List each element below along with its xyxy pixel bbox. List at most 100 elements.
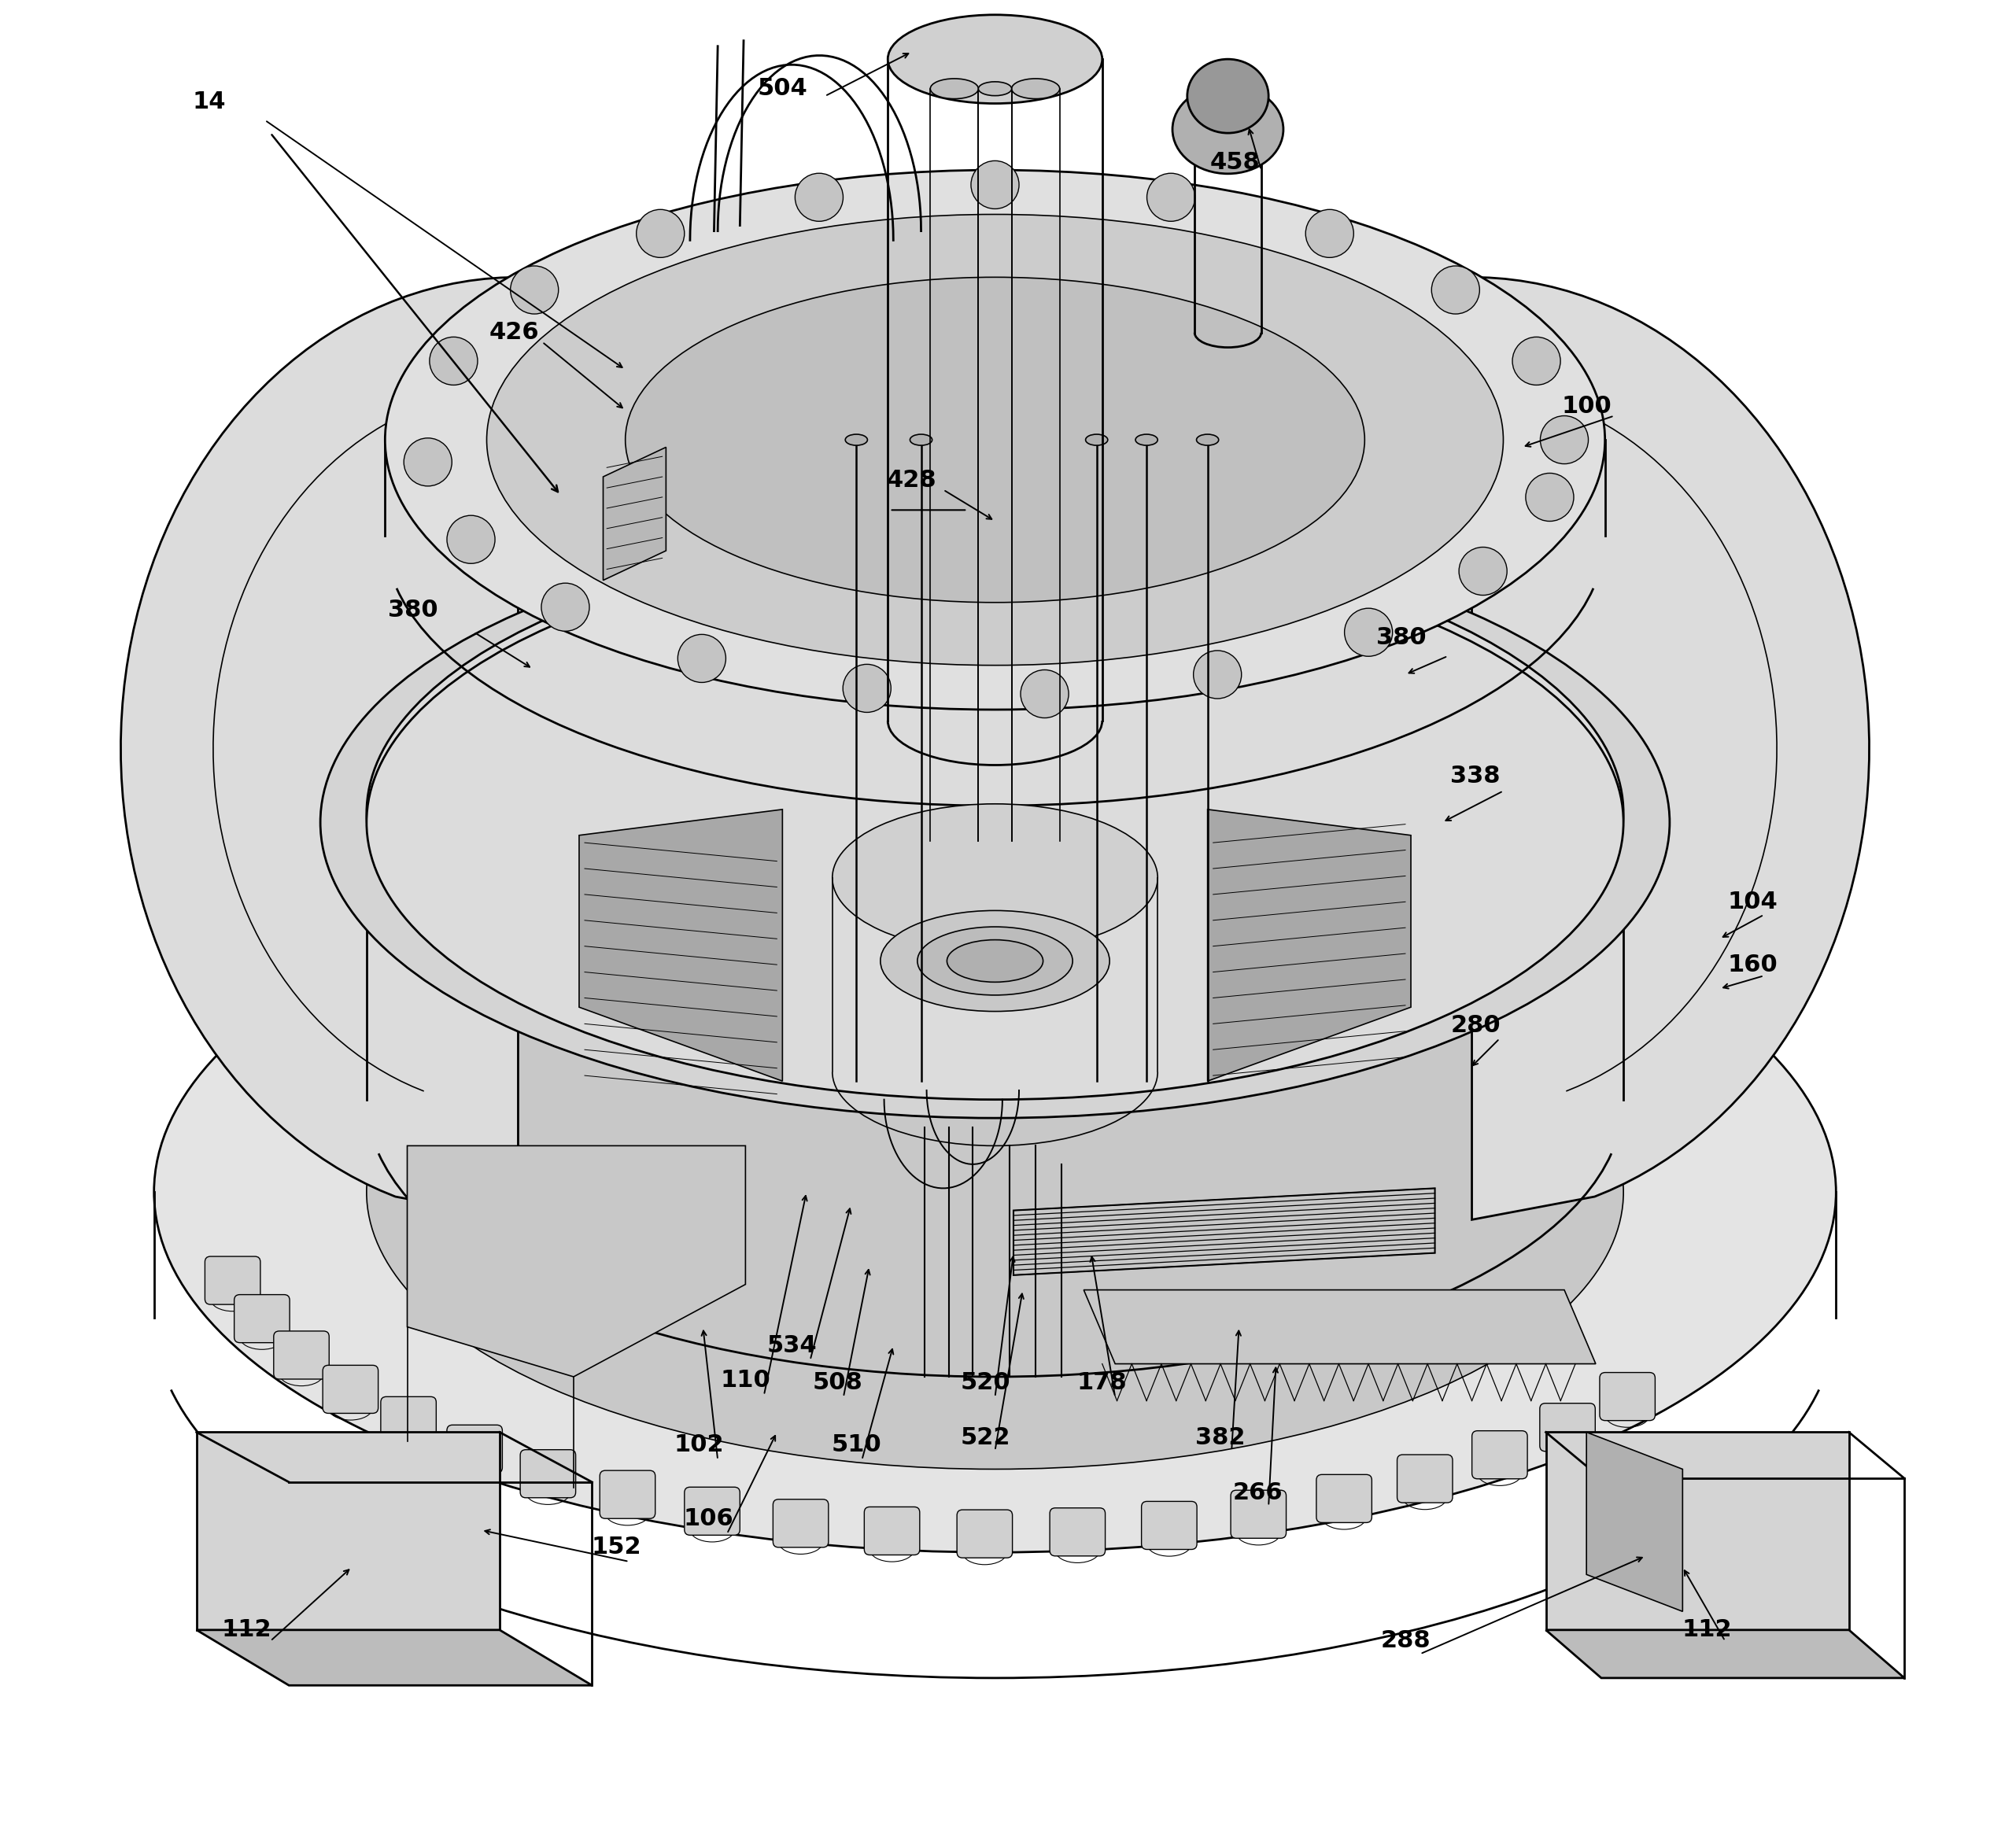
Ellipse shape [832,804,1158,952]
Ellipse shape [1087,434,1108,445]
Text: 266: 266 [1232,1482,1282,1504]
FancyBboxPatch shape [1051,1508,1104,1556]
FancyBboxPatch shape [205,1257,261,1305]
Polygon shape [1546,1630,1904,1678]
Text: 504: 504 [758,78,808,100]
Circle shape [844,663,892,711]
Ellipse shape [888,15,1102,103]
Circle shape [448,516,496,564]
Ellipse shape [1172,85,1284,174]
Circle shape [541,584,589,632]
Ellipse shape [880,911,1110,1011]
FancyBboxPatch shape [957,1510,1013,1558]
Ellipse shape [153,832,1837,1552]
Ellipse shape [488,214,1502,665]
Text: 112: 112 [1682,1619,1731,1641]
Text: 338: 338 [1451,765,1500,787]
Ellipse shape [929,79,979,98]
FancyBboxPatch shape [1315,1475,1371,1523]
Text: 152: 152 [591,1536,641,1558]
Ellipse shape [846,434,868,445]
Text: 288: 288 [1381,1630,1431,1652]
Text: 110: 110 [720,1369,770,1392]
Circle shape [1194,650,1242,699]
Text: 102: 102 [675,1434,724,1456]
FancyBboxPatch shape [322,1366,378,1414]
FancyBboxPatch shape [599,1471,655,1519]
Polygon shape [1546,1432,1849,1630]
FancyBboxPatch shape [519,1449,575,1497]
Ellipse shape [625,277,1365,602]
Circle shape [1021,669,1069,717]
Text: 280: 280 [1451,1015,1500,1037]
Ellipse shape [1011,79,1061,98]
Text: 522: 522 [961,1427,1011,1449]
Text: 106: 106 [683,1508,734,1530]
FancyBboxPatch shape [1540,1403,1596,1451]
Ellipse shape [947,941,1043,981]
Circle shape [1540,416,1588,464]
Circle shape [679,634,726,682]
Circle shape [796,174,844,222]
Text: 508: 508 [812,1371,864,1393]
Ellipse shape [909,434,931,445]
Text: 100: 100 [1562,395,1612,418]
FancyBboxPatch shape [1230,1489,1286,1538]
Text: 426: 426 [490,322,539,344]
Text: 104: 104 [1727,891,1777,913]
Ellipse shape [1196,434,1218,445]
Circle shape [509,266,559,314]
Circle shape [404,438,452,486]
Text: 380: 380 [1377,626,1427,649]
FancyBboxPatch shape [275,1331,328,1379]
FancyBboxPatch shape [864,1506,919,1554]
Ellipse shape [1136,434,1158,445]
Text: 112: 112 [221,1619,271,1641]
FancyBboxPatch shape [1397,1454,1453,1502]
Text: 178: 178 [1077,1371,1126,1393]
Ellipse shape [366,536,1624,1090]
Polygon shape [603,447,667,580]
Text: 382: 382 [1196,1427,1246,1449]
Ellipse shape [320,527,1670,1118]
FancyBboxPatch shape [448,1425,501,1473]
Text: 14: 14 [193,91,227,113]
Text: 520: 520 [961,1371,1011,1393]
Circle shape [637,209,685,257]
FancyBboxPatch shape [772,1499,828,1547]
Ellipse shape [1188,59,1268,133]
Text: 458: 458 [1210,152,1260,174]
Ellipse shape [366,915,1624,1469]
FancyBboxPatch shape [380,1397,436,1445]
Ellipse shape [366,545,1624,1100]
Ellipse shape [384,170,1606,710]
Circle shape [1526,473,1574,521]
Circle shape [1512,336,1560,384]
Polygon shape [1349,277,1869,1220]
Ellipse shape [917,928,1073,994]
Circle shape [971,161,1019,209]
Text: 534: 534 [766,1334,816,1356]
Circle shape [1345,608,1393,656]
Polygon shape [197,1630,593,1685]
Circle shape [1305,209,1353,257]
Circle shape [1431,266,1481,314]
Text: 380: 380 [388,599,438,621]
Polygon shape [1085,1290,1596,1364]
Polygon shape [1586,1432,1684,1611]
Polygon shape [197,1432,499,1630]
Circle shape [1146,174,1194,222]
FancyBboxPatch shape [235,1295,291,1343]
Text: 510: 510 [832,1434,882,1456]
Circle shape [430,336,478,384]
Polygon shape [408,1146,746,1377]
Polygon shape [121,277,641,1220]
Circle shape [1459,547,1506,595]
FancyBboxPatch shape [1473,1430,1528,1478]
FancyBboxPatch shape [685,1488,740,1536]
Text: 160: 160 [1727,954,1777,976]
FancyBboxPatch shape [1142,1501,1196,1549]
Polygon shape [1208,809,1411,1081]
Ellipse shape [979,81,1011,96]
FancyBboxPatch shape [1600,1373,1656,1421]
